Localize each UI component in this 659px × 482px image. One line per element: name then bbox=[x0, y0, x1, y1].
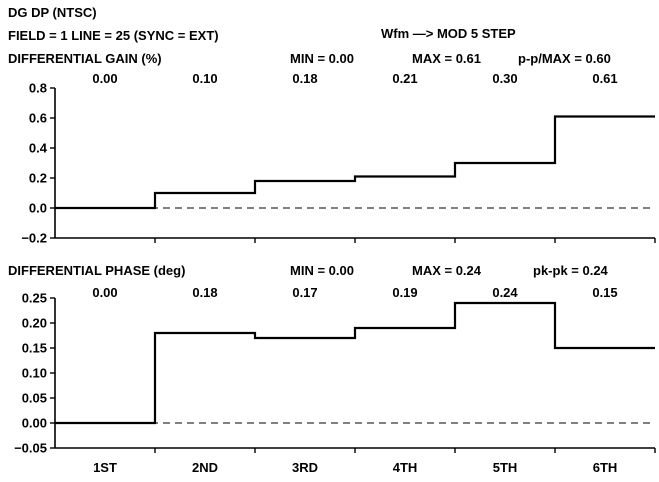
phase-step-line bbox=[55, 301, 655, 425]
x-category-label: 2ND bbox=[192, 460, 218, 475]
phase-y-tick-label: 0.05 bbox=[22, 391, 47, 406]
gain-y-tick-label: −0.2 bbox=[21, 231, 47, 246]
phase-value-label: 0.18 bbox=[192, 285, 217, 300]
gain-value-label: 0.30 bbox=[492, 71, 517, 86]
gain-value-label: 0.10 bbox=[192, 71, 217, 86]
gain-value-label: 0.21 bbox=[392, 71, 417, 86]
phase-y-tick-label: 0.25 bbox=[22, 291, 47, 306]
gain-max-label: MAX = 0.61 bbox=[412, 51, 481, 66]
phase-value-label: 0.17 bbox=[292, 285, 317, 300]
gain-y-tick-label: 0.0 bbox=[29, 201, 47, 216]
phase-y-tick-label: 0.20 bbox=[22, 316, 47, 331]
gain-value-label: 0.18 bbox=[292, 71, 317, 86]
phase-y-tick-label: 0.15 bbox=[22, 341, 47, 356]
x-category-label: 5TH bbox=[493, 460, 518, 475]
x-category-label: 1ST bbox=[93, 460, 117, 475]
gain-ratio-label: p-p/MAX = 0.60 bbox=[518, 51, 611, 66]
gain-y-tick-label: 0.2 bbox=[29, 171, 47, 186]
phase-min-label: MIN = 0.00 bbox=[290, 263, 354, 278]
gain-y-tick-label: 0.8 bbox=[29, 81, 47, 96]
x-category-label: 3RD bbox=[292, 460, 318, 475]
gain-min-label: MIN = 0.00 bbox=[290, 51, 354, 66]
phase-chart-title: DIFFERENTIAL PHASE (deg) bbox=[8, 263, 185, 278]
phase-y-tick-label: 0.10 bbox=[22, 366, 47, 381]
field-line-label: FIELD = 1 LINE = 25 (SYNC = EXT) bbox=[8, 28, 219, 43]
phase-ratio-label: pk-pk = 0.24 bbox=[533, 263, 609, 278]
gain-step-line bbox=[55, 115, 655, 210]
phase-value-label: 0.19 bbox=[392, 285, 417, 300]
phase-y-tick-label: 0.00 bbox=[22, 416, 47, 431]
gain-value-label: 0.00 bbox=[92, 71, 117, 86]
phase-value-label: 0.24 bbox=[492, 285, 518, 300]
x-category-label: 4TH bbox=[393, 460, 418, 475]
x-category-label: 6TH bbox=[593, 460, 618, 475]
phase-value-label: 0.00 bbox=[92, 285, 117, 300]
display-title: DG DP (NTSC) bbox=[8, 5, 97, 20]
gain-y-tick-label: 0.4 bbox=[29, 141, 48, 156]
gain-y-tick-label: 0.6 bbox=[29, 111, 47, 126]
waveform-label: Wfm —> MOD 5 STEP bbox=[381, 26, 516, 41]
phase-value-label: 0.15 bbox=[592, 285, 617, 300]
gain-chart-title: DIFFERENTIAL GAIN (%) bbox=[8, 51, 162, 66]
phase-y-tick-label: −0.05 bbox=[14, 441, 47, 456]
phase-max-label: MAX = 0.24 bbox=[412, 263, 482, 278]
gain-value-label: 0.61 bbox=[592, 71, 617, 86]
